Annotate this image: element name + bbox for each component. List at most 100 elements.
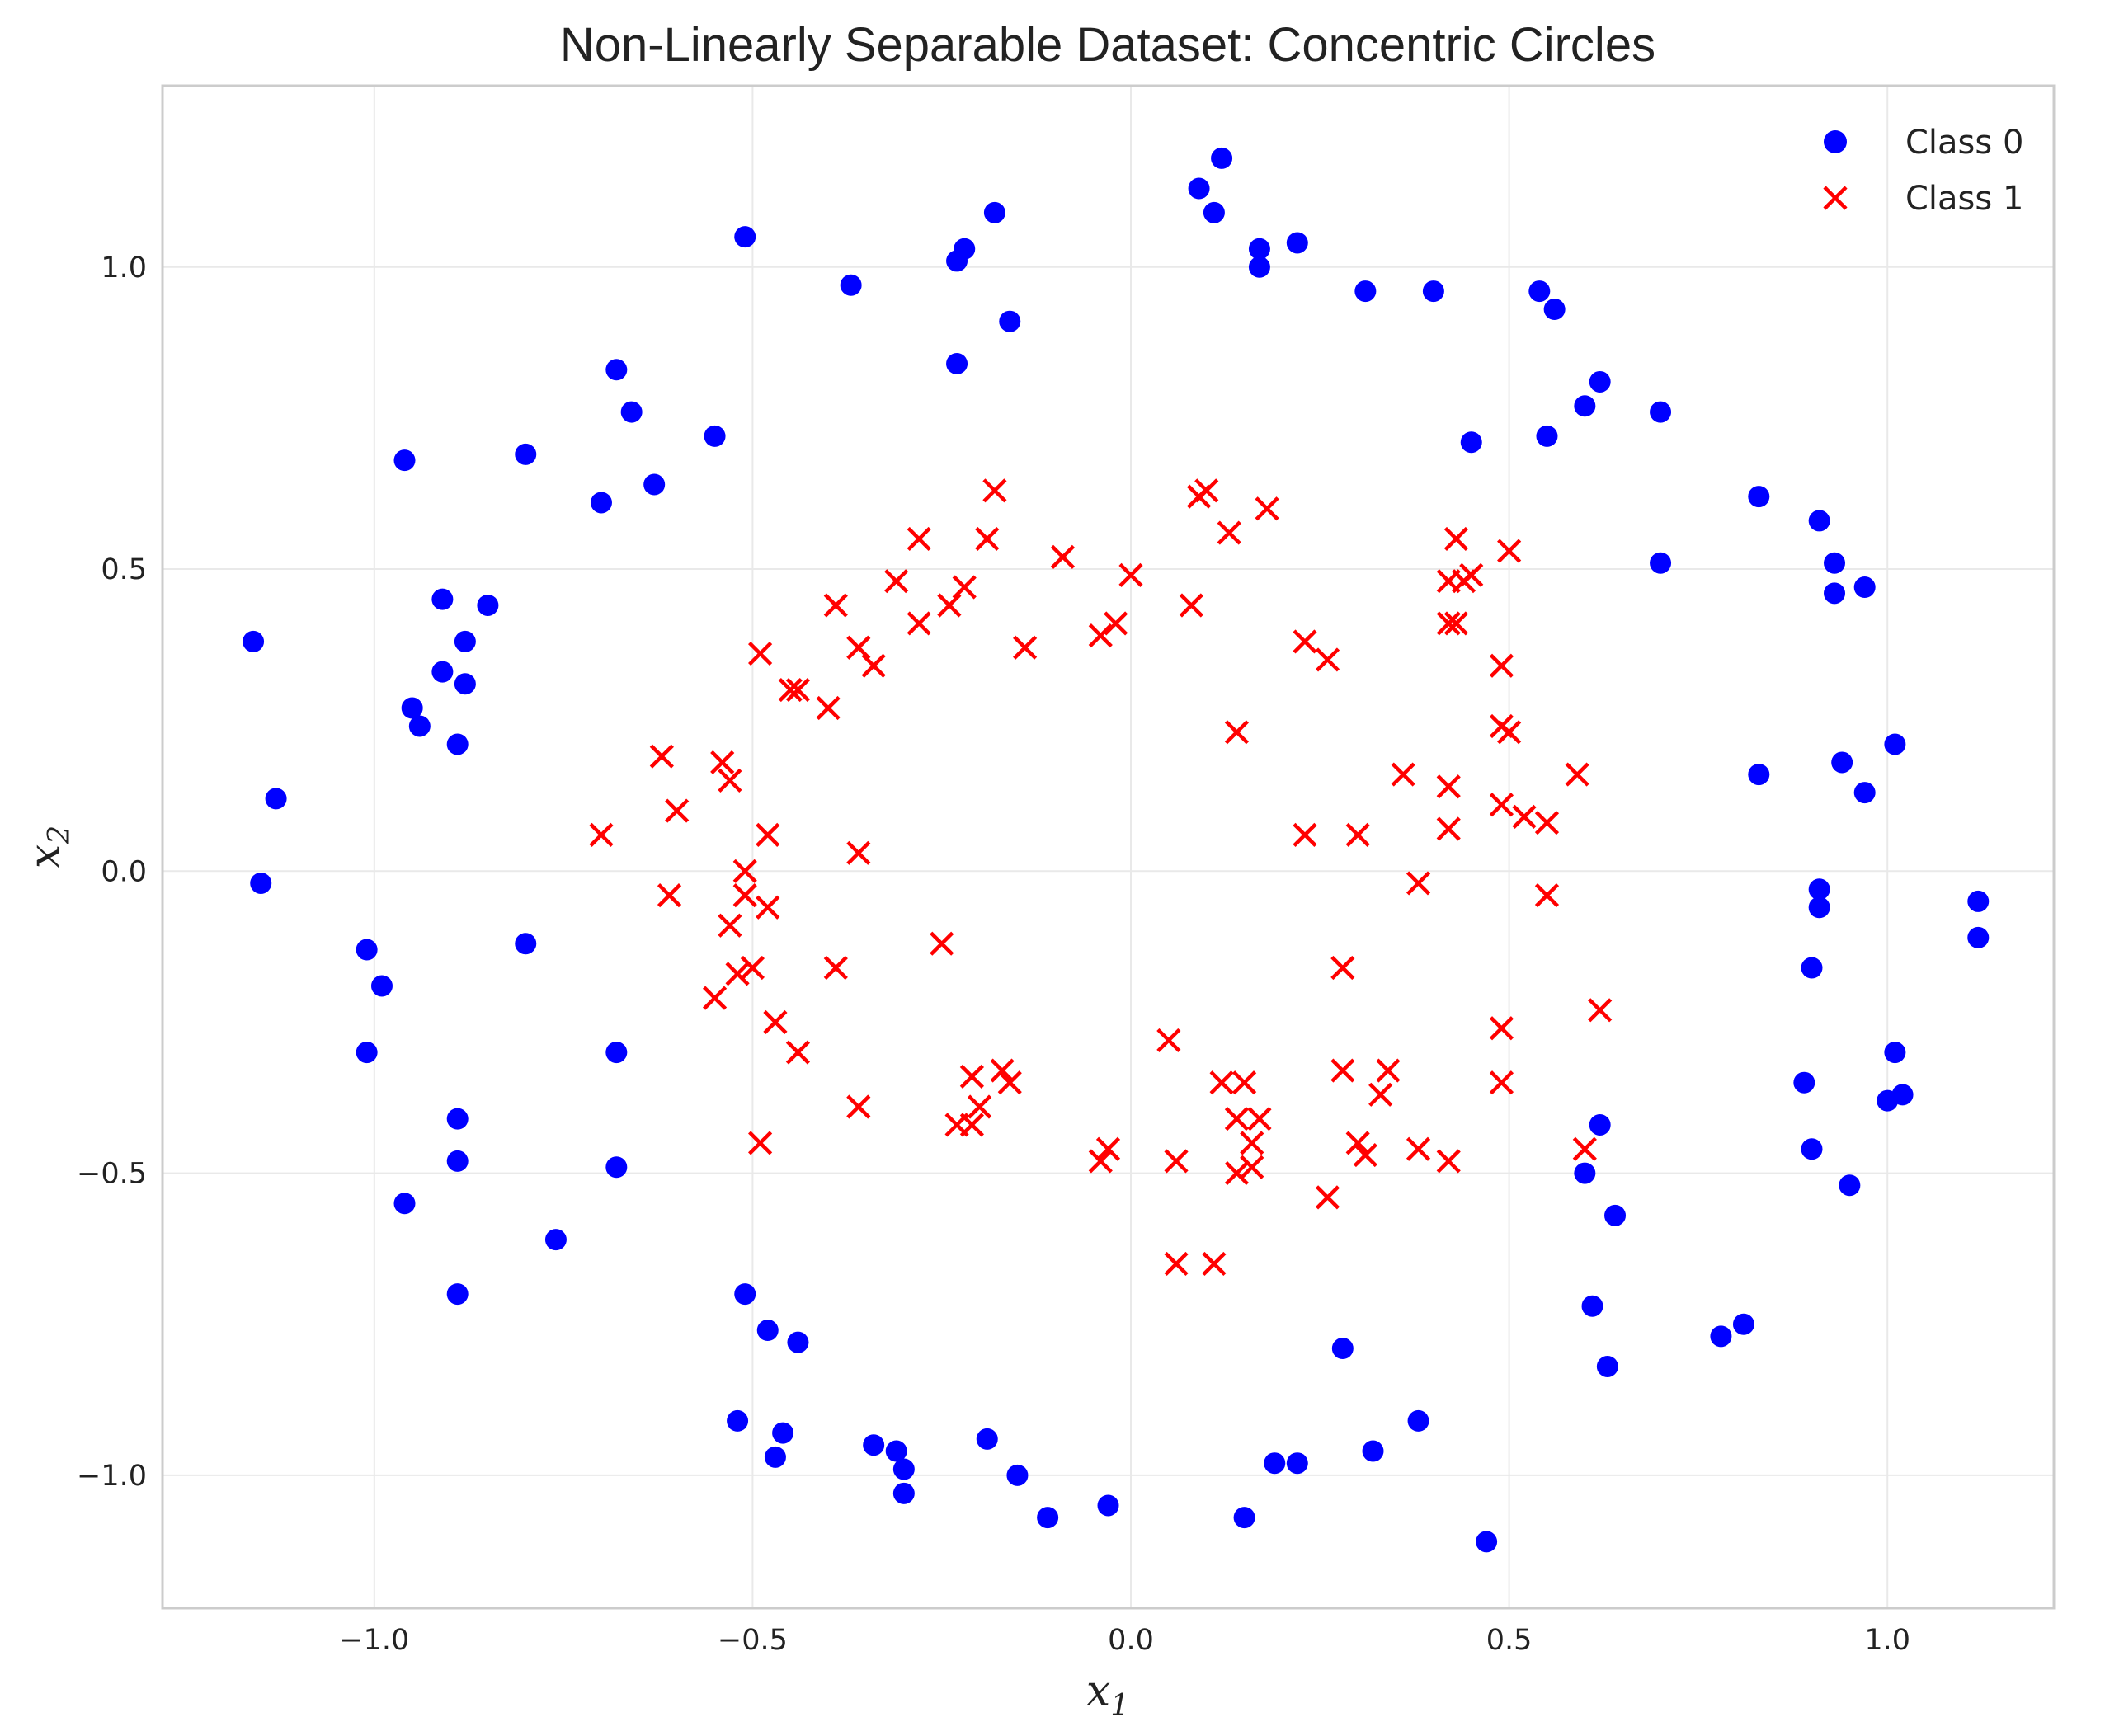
class-0-point [1732, 1313, 1754, 1335]
class-0-point [1589, 1113, 1611, 1136]
class-0-point [1793, 1071, 1815, 1094]
class-1-point [1240, 1131, 1264, 1155]
legend: Class 0 Class 1 [1823, 124, 2023, 218]
class-0-point [1801, 957, 1823, 979]
class-1-point [778, 677, 803, 703]
class-1-point [937, 593, 962, 618]
legend-label-class-0: Class 0 [1905, 124, 2023, 162]
class-0-point [1331, 1338, 1354, 1360]
class-0-point [454, 630, 476, 652]
class-0-point [643, 473, 666, 496]
class-0-point [840, 274, 862, 296]
class-0-point [1037, 1507, 1059, 1529]
class-1-point [718, 913, 742, 938]
class-0-point [393, 1193, 416, 1215]
class-1-point [1489, 1070, 1514, 1095]
class-1-point [1240, 1155, 1264, 1179]
class-1-point [1156, 1028, 1181, 1053]
class-1-point [649, 744, 674, 769]
class-0-point [1967, 926, 1990, 948]
class-0-point [1248, 238, 1270, 260]
class-0-point [1460, 431, 1482, 454]
class-1-point [1489, 1016, 1514, 1041]
class-1-point [1376, 1058, 1401, 1083]
class-0-point [756, 1320, 779, 1342]
x-tick-label: 0.5 [1486, 1624, 1533, 1657]
class-1-point [756, 895, 780, 920]
class-1-point [1345, 1131, 1370, 1155]
class-1-point [1436, 1149, 1461, 1174]
class-1-point [1209, 1070, 1234, 1095]
class-0-point [265, 788, 287, 810]
class-1-point [1436, 611, 1461, 636]
class-0-point [446, 1108, 469, 1130]
data-points [243, 147, 1990, 1553]
class-0-point [1264, 1452, 1286, 1475]
class-0-point [734, 226, 756, 248]
class-0-point [1248, 256, 1270, 278]
class-1-point [930, 931, 954, 956]
class-1-point [1512, 804, 1537, 829]
y-axis-label: x2 [21, 826, 77, 868]
class-1-point [816, 695, 841, 721]
class-1-point [740, 955, 765, 981]
y-tick-label: −0.5 [77, 1158, 147, 1191]
class-0-point [885, 1440, 907, 1462]
class-1-point [1315, 647, 1340, 672]
class-0-point [1286, 1452, 1308, 1475]
class-1-point [1164, 1251, 1189, 1277]
class-0-point [1853, 576, 1876, 599]
class-1-point [1050, 544, 1076, 569]
class-1-point [747, 641, 773, 666]
class-0-point [1884, 1042, 1906, 1064]
y-axis-label-subscript: 2 [43, 826, 77, 845]
class-1-point [732, 859, 757, 883]
class-0-point [727, 1409, 749, 1432]
class-0-point [1596, 1355, 1618, 1377]
class-0-point [787, 1331, 809, 1353]
class-0-point [1839, 1174, 1861, 1197]
class-0-point [1967, 890, 1990, 912]
class-1-point [710, 750, 735, 775]
class-1-point [1345, 822, 1370, 847]
x-axis-label-base: x [1086, 1667, 1110, 1716]
class-1-point [975, 526, 1000, 551]
class-0-point [243, 630, 265, 652]
class-1-point [1217, 520, 1241, 545]
class-1-point [747, 1131, 773, 1155]
class-0-point [1808, 878, 1830, 901]
class-1-point [823, 955, 848, 981]
class-1-point [1330, 1058, 1355, 1083]
class-1-point [823, 593, 848, 618]
class-0-point [605, 1156, 628, 1179]
class-0-point [431, 588, 454, 610]
class-0-point [1543, 299, 1566, 321]
class-0-point [1748, 486, 1770, 508]
class-0-point [892, 1482, 915, 1504]
class-0-point [1536, 425, 1558, 447]
class-0-point [1354, 280, 1377, 303]
plot-frame [161, 84, 2056, 1610]
class-1-point [907, 526, 931, 551]
class-0-point [1853, 782, 1876, 804]
class-0-point [946, 352, 968, 374]
class-0-point [1097, 1494, 1119, 1517]
class-0-point [1589, 370, 1611, 393]
class-0-point [370, 975, 393, 997]
class-1-point [982, 478, 1007, 503]
class-0-point [772, 1422, 794, 1444]
class-1-point [1534, 883, 1560, 908]
y-tick-label: −1.0 [77, 1460, 147, 1493]
class-1-point [1088, 1149, 1113, 1174]
class-0-point [764, 1446, 786, 1468]
class-1-point [1315, 1185, 1340, 1210]
class-0-point [1476, 1531, 1498, 1553]
class-1-point [785, 1040, 811, 1065]
class-1-point [846, 1094, 871, 1119]
class-0-point [1407, 1409, 1429, 1432]
class-1-point [1489, 653, 1514, 678]
class-1-point [702, 986, 728, 1010]
class-1-point [1459, 562, 1484, 587]
class-0-point [983, 201, 1005, 223]
class-1-point [732, 883, 757, 908]
